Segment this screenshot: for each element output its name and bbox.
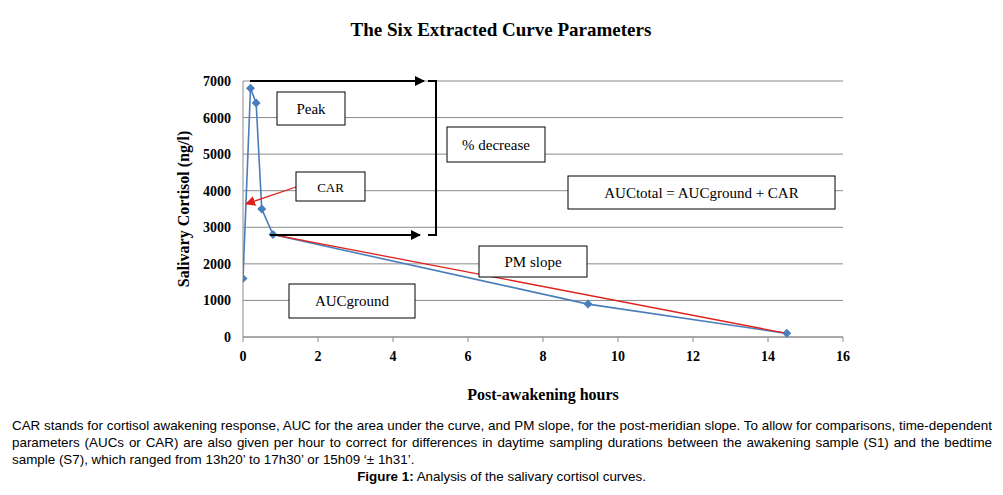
plot-area xyxy=(243,84,791,338)
x-tick-label: 0 xyxy=(240,349,247,364)
chart: The Six Extracted Curve Parameters 0 1000 2… xyxy=(0,0,1003,415)
x-tick xyxy=(843,337,844,342)
annotation: % decrease xyxy=(462,137,530,153)
x-tick-label: 12 xyxy=(686,349,700,364)
x-tick-label: 16 xyxy=(836,349,850,364)
page: The Six Extracted Curve Parameters 0 1000 2… xyxy=(0,0,1003,495)
x-tick-label: 14 xyxy=(761,349,775,364)
bracket xyxy=(428,81,436,235)
y-axis-label: Salivary Cortisol (ng/l) xyxy=(175,131,193,287)
bracket-arrow xyxy=(250,80,424,82)
annotation-box xyxy=(296,172,365,201)
annotation-box xyxy=(277,92,345,125)
annotation: Peak xyxy=(296,101,326,117)
data-point xyxy=(584,300,593,309)
pm-slope-line xyxy=(273,235,787,334)
annotation-box xyxy=(479,246,587,277)
caption: CAR stands for cortisol awakening respon… xyxy=(12,417,992,468)
y-tick-label: 4000 xyxy=(203,184,231,199)
y-tick-label: 1000 xyxy=(203,293,231,308)
data-point xyxy=(246,84,255,93)
y-axis xyxy=(243,81,244,337)
y-tick-label: 6000 xyxy=(203,111,231,126)
figure-title: Analysis of the salivary cortisol curves… xyxy=(414,469,646,484)
data-point xyxy=(243,274,248,283)
series-line xyxy=(243,88,787,333)
annotation: AUCground xyxy=(315,293,390,309)
x-tick-label: 10 xyxy=(611,349,625,364)
annotation: CAR xyxy=(317,180,344,195)
bracket-arrow xyxy=(270,234,420,236)
x-tick xyxy=(693,337,694,342)
y-tick-label: 7000 xyxy=(203,74,231,89)
annotation-box xyxy=(447,127,545,162)
x-tick xyxy=(318,337,319,342)
title: The Six Extracted Curve Parameters xyxy=(351,19,652,40)
figure-label: Figure 1: xyxy=(357,469,414,484)
grid-line xyxy=(243,81,843,82)
car-arrow xyxy=(246,187,296,204)
x-tick xyxy=(468,337,469,342)
annotation: AUCtotal = AUCground + CAR xyxy=(604,185,798,201)
y-tick-label: 3000 xyxy=(203,220,231,235)
x-tick xyxy=(768,337,769,342)
figure-line: Figure 1: Analysis of the salivary corti… xyxy=(0,469,1003,484)
x-tick xyxy=(243,337,244,342)
data-point xyxy=(782,329,791,338)
annotation-box xyxy=(568,176,835,209)
x-tick xyxy=(393,337,394,342)
x-tick xyxy=(543,337,544,342)
x-tick-label: 4 xyxy=(390,349,397,364)
annotation: PM slope xyxy=(504,254,561,270)
grid-line xyxy=(243,227,843,228)
x-tick xyxy=(618,337,619,342)
annotation-box xyxy=(289,284,415,318)
x-tick-label: 6 xyxy=(465,349,472,364)
y-tick-label: 0 xyxy=(224,330,231,345)
x-axis-label: Post-awakening hours xyxy=(467,386,619,404)
x-tick-label: 8 xyxy=(540,349,547,364)
x-tick-label: 2 xyxy=(315,349,322,364)
y-tick-label: 2000 xyxy=(203,257,231,272)
y-tick-label: 5000 xyxy=(203,147,231,162)
data-point xyxy=(257,205,266,214)
data-point xyxy=(252,98,261,107)
